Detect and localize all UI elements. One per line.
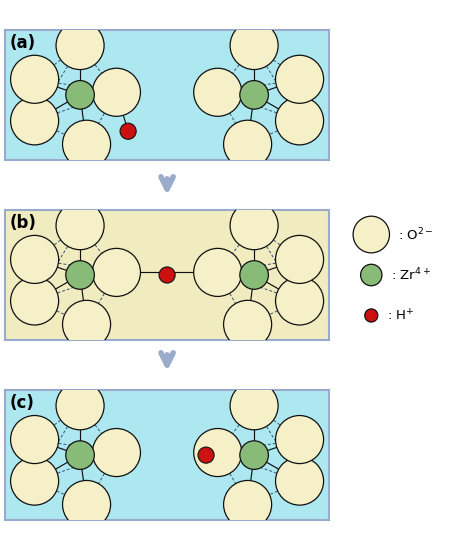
Circle shape bbox=[63, 300, 110, 348]
Circle shape bbox=[10, 277, 59, 325]
Circle shape bbox=[224, 120, 272, 168]
Circle shape bbox=[275, 457, 324, 505]
Circle shape bbox=[56, 21, 104, 69]
Circle shape bbox=[230, 21, 278, 69]
Circle shape bbox=[361, 264, 382, 286]
Circle shape bbox=[10, 415, 59, 464]
Circle shape bbox=[63, 481, 110, 529]
Circle shape bbox=[56, 202, 104, 250]
Circle shape bbox=[240, 261, 268, 289]
Circle shape bbox=[224, 300, 272, 348]
Circle shape bbox=[230, 202, 278, 250]
Circle shape bbox=[10, 97, 59, 145]
Circle shape bbox=[240, 81, 268, 109]
Circle shape bbox=[275, 55, 324, 103]
Circle shape bbox=[92, 428, 140, 476]
Circle shape bbox=[275, 235, 324, 283]
Circle shape bbox=[194, 68, 242, 116]
Circle shape bbox=[194, 428, 242, 476]
Circle shape bbox=[56, 382, 104, 430]
Circle shape bbox=[120, 123, 136, 139]
Text: (a): (a) bbox=[9, 34, 36, 52]
Circle shape bbox=[66, 441, 94, 469]
Circle shape bbox=[275, 97, 324, 145]
Text: (b): (b) bbox=[9, 214, 36, 232]
Circle shape bbox=[224, 481, 272, 529]
Circle shape bbox=[365, 309, 378, 322]
Circle shape bbox=[159, 267, 175, 283]
Circle shape bbox=[198, 447, 214, 463]
Circle shape bbox=[275, 415, 324, 464]
Text: : Zr$^{4+}$: : Zr$^{4+}$ bbox=[391, 267, 430, 283]
Text: : O$^{2-}$: : O$^{2-}$ bbox=[398, 226, 434, 243]
Circle shape bbox=[353, 216, 390, 253]
Circle shape bbox=[275, 277, 324, 325]
Circle shape bbox=[194, 249, 242, 296]
Circle shape bbox=[10, 235, 59, 283]
Text: (c): (c) bbox=[9, 394, 35, 412]
Text: : H$^{+}$: : H$^{+}$ bbox=[387, 308, 414, 323]
Circle shape bbox=[92, 68, 140, 116]
Circle shape bbox=[92, 249, 140, 296]
Circle shape bbox=[230, 382, 278, 430]
Circle shape bbox=[10, 457, 59, 505]
Circle shape bbox=[63, 120, 110, 168]
Circle shape bbox=[10, 55, 59, 103]
Circle shape bbox=[66, 81, 94, 109]
Circle shape bbox=[66, 261, 94, 289]
Circle shape bbox=[240, 441, 268, 469]
